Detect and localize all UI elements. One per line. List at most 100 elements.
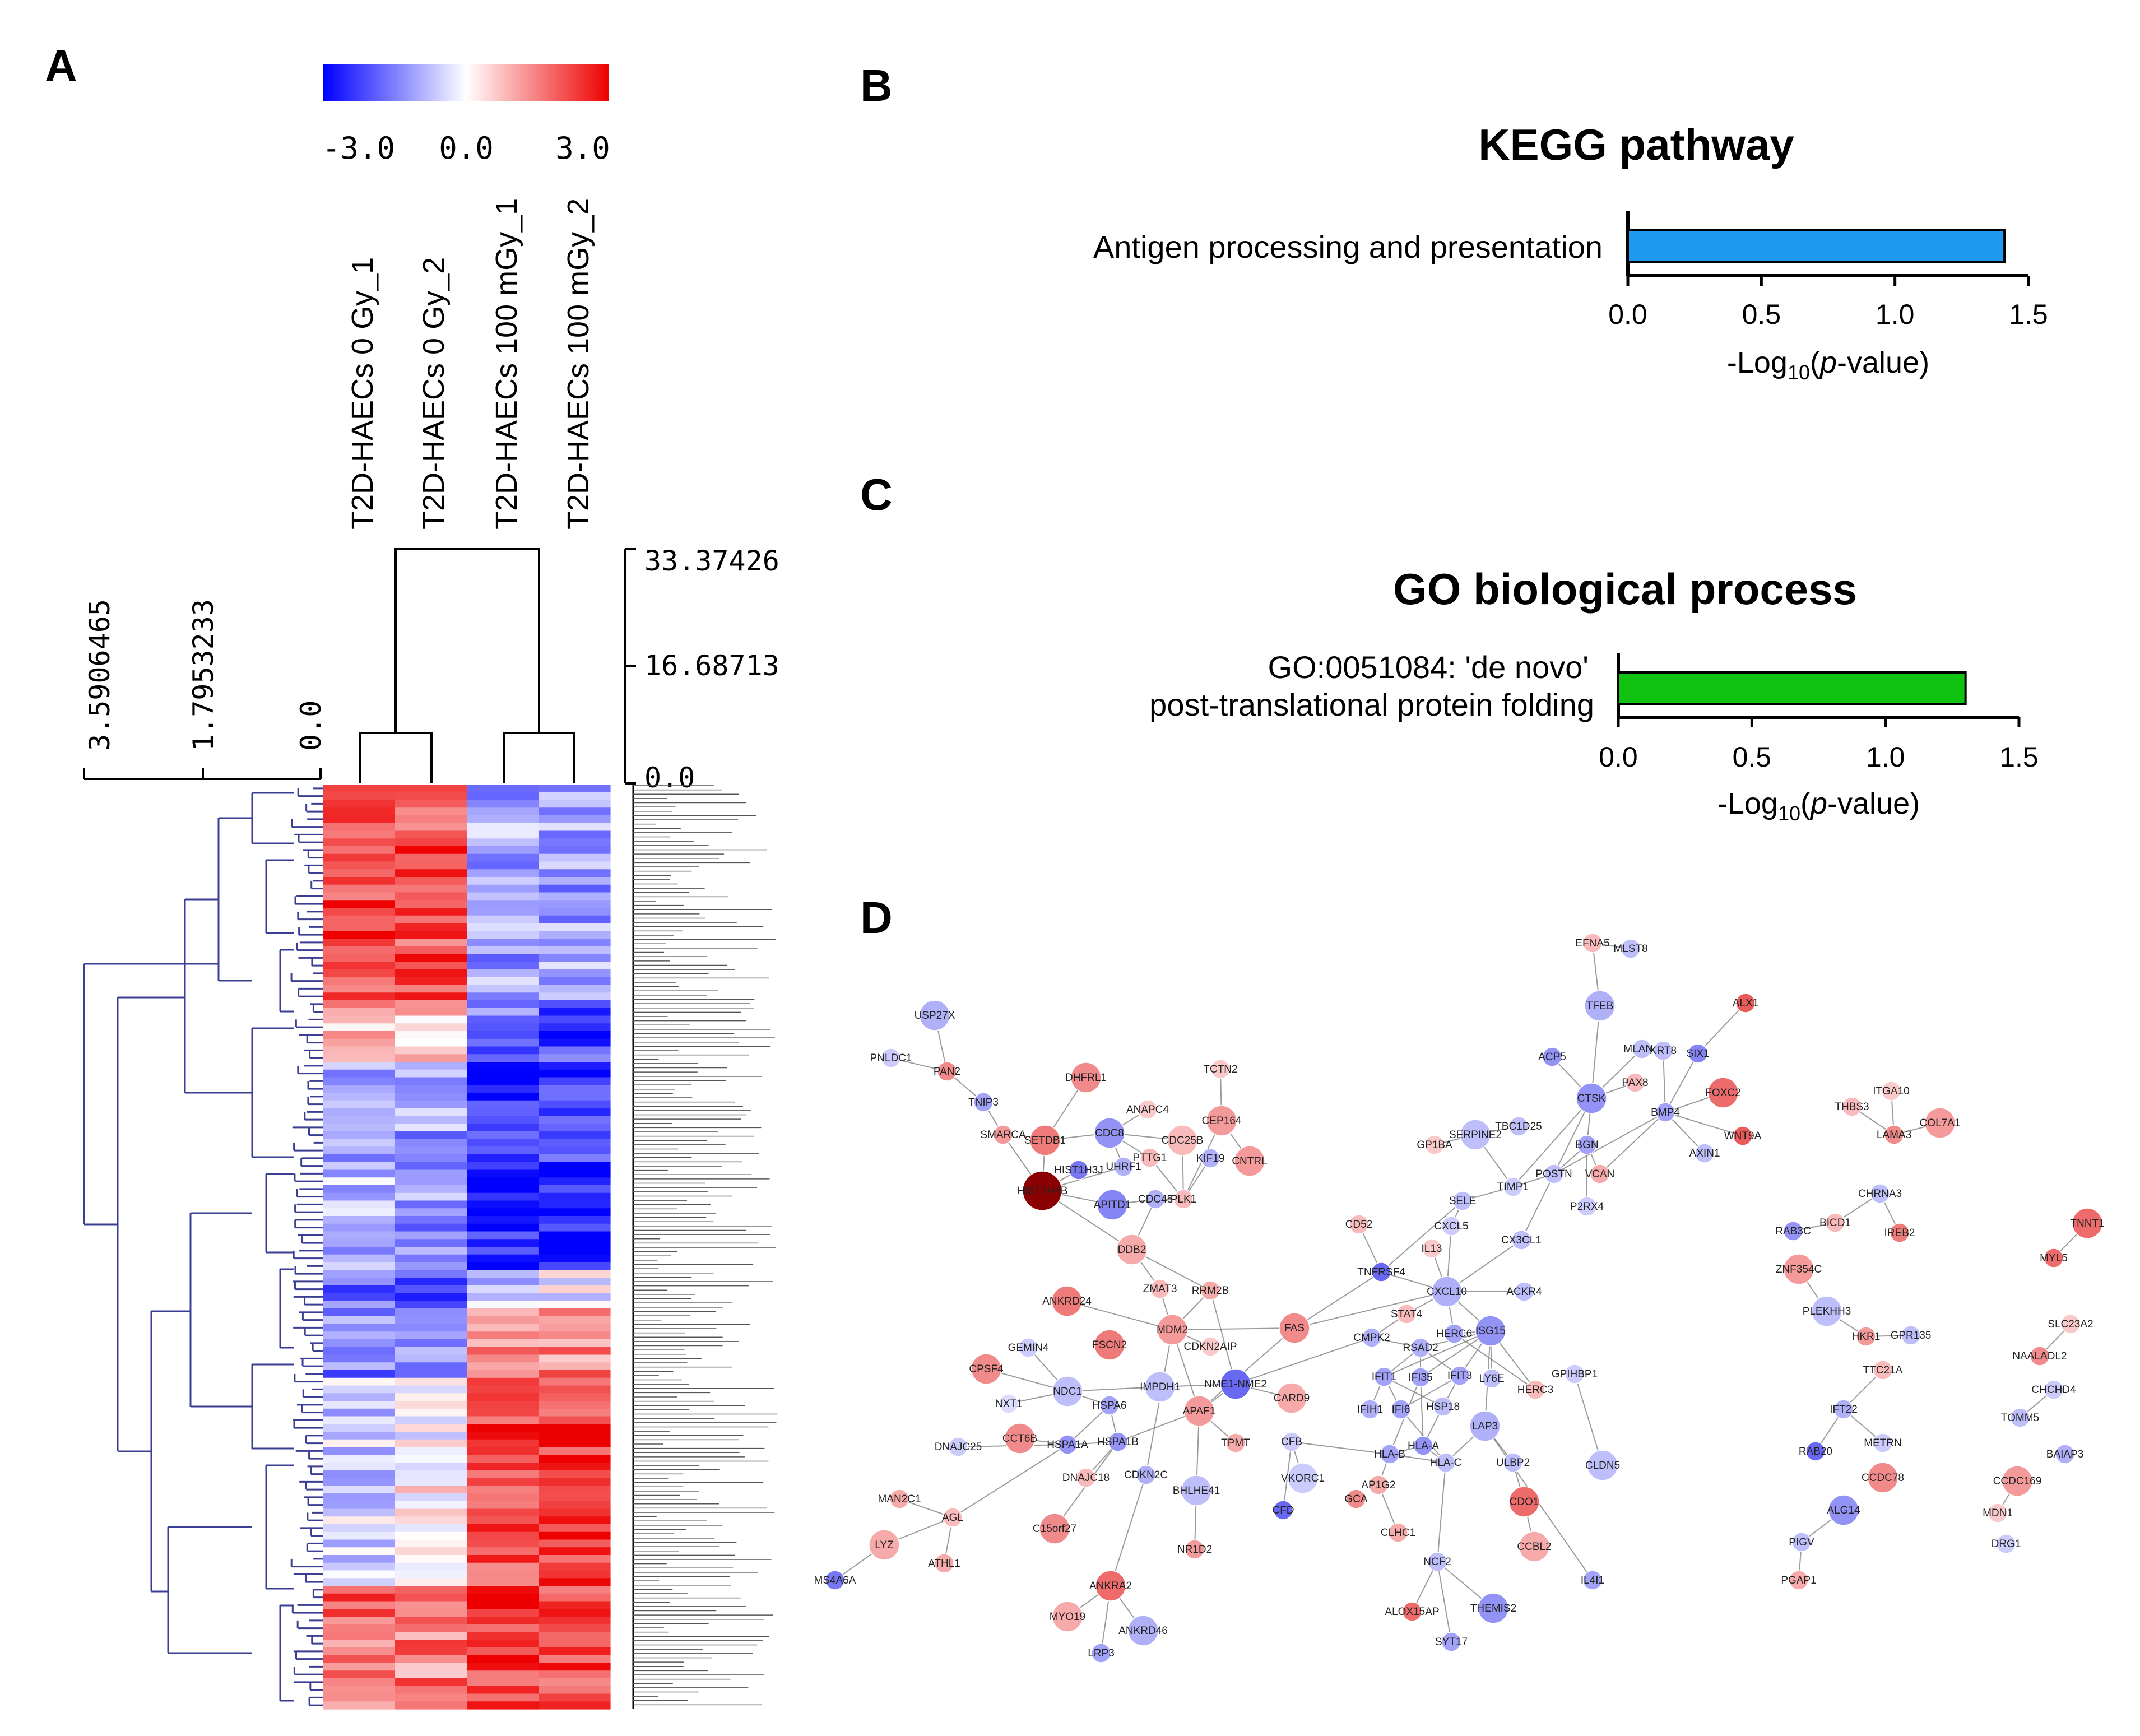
network-node-circle [1695, 1143, 1715, 1163]
heatmap-cell [467, 815, 539, 824]
heatmap-cell [395, 1539, 467, 1548]
network-node-label: IFIT1 [1372, 1371, 1396, 1383]
network-node: ISG15 [1475, 1315, 1506, 1347]
network-node: CHRNA3 [1858, 1183, 1902, 1204]
heatmap-cell [323, 1085, 396, 1093]
heatmap-cell [467, 830, 539, 839]
network-node-circle [1094, 1329, 1125, 1361]
heatmap-cell [395, 1223, 467, 1232]
heatmap-cell [539, 1000, 611, 1009]
network-node-circle [1052, 1601, 1083, 1632]
network-edge [1210, 1290, 1236, 1385]
go-category-label-line2: post-translational protein folding [1149, 687, 1594, 722]
heatmap-cell [323, 1262, 396, 1270]
heatmap-cell [539, 900, 611, 908]
network-node-label: CFD [1272, 1505, 1294, 1516]
heatmap-cell [323, 1478, 396, 1486]
heatmap-cell [323, 853, 396, 862]
network-node-label: CDO1 [1510, 1496, 1539, 1508]
heatmap-cell [539, 1154, 611, 1163]
heatmap-cell [539, 1678, 611, 1687]
heatmap-cell [539, 1647, 611, 1656]
heatmap-cell [467, 846, 539, 855]
network-node-label: PNLDC1 [870, 1052, 912, 1064]
network-node-circle [1029, 1125, 1061, 1156]
network-node-circle [1138, 1099, 1158, 1120]
heatmap-cell [395, 1347, 467, 1356]
heatmap-cell [467, 792, 539, 801]
network-node: AGL [942, 1507, 963, 1528]
network-node: CDKN2C [1124, 1465, 1168, 1485]
heatmap-cell [467, 1038, 539, 1047]
network-node-label: LAMA3 [1877, 1129, 1911, 1141]
network-node-circle [2010, 1408, 2030, 1428]
go-bar-chart: 0.0 0.5 1.0 1.5 -Log10(p-value) [1599, 653, 2039, 825]
network-node-circle [881, 1048, 901, 1068]
network-node-circle [1380, 1444, 1400, 1464]
heatmap-cell [395, 1262, 467, 1270]
network-node-label: FOXC2 [1705, 1087, 1740, 1099]
network-node: THEMIS2 [1470, 1593, 1516, 1624]
network-node-circle [1039, 1513, 1070, 1544]
network-node: TPMT [1221, 1433, 1250, 1453]
heatmap-cell [395, 1424, 467, 1432]
heatmap-cell [395, 908, 467, 916]
heatmap-cell [395, 1301, 467, 1309]
heatmap-cell [539, 1470, 611, 1479]
network-node: EFNA5 [1575, 933, 1610, 953]
network-node-label: SETDB1 [1024, 1135, 1066, 1146]
heatmap-cell [395, 838, 467, 847]
heatmap-cell [467, 1593, 539, 1602]
network-node: CD52 [1345, 1214, 1372, 1234]
heatmap-cell [395, 1069, 467, 1078]
panel-c: C GO biological process GO:0051084: 'de … [860, 470, 2039, 825]
column-label: T2D-HAECs 100 mGy_1 [490, 198, 523, 530]
heatmap-cell [539, 1393, 611, 1401]
heatmap-cell [539, 1162, 611, 1171]
network-node-label: BAIAP3 [2046, 1449, 2084, 1460]
network-node: CFD [1272, 1500, 1294, 1520]
network-node: CDC25B [1162, 1125, 1203, 1156]
heatmap-cell [467, 1162, 539, 1171]
heatmap-cell [539, 1463, 611, 1471]
heatmap-cell [539, 1054, 611, 1062]
heatmap-cell [467, 1354, 539, 1363]
heatmap-cell [467, 1008, 539, 1016]
heatmap-cell [539, 869, 611, 878]
heatmap-cell [395, 1324, 467, 1332]
heatmap-cell [323, 1208, 396, 1217]
network-node: ANKRD24 [1042, 1285, 1092, 1317]
network-node-label: CLHC1 [1381, 1527, 1415, 1539]
network-node: HLA-A [1408, 1436, 1439, 1456]
heatmap-cell [395, 1586, 467, 1594]
heatmap-cell [467, 977, 539, 986]
heatmap-cell [323, 1062, 396, 1070]
heatmap-cell [323, 1116, 396, 1124]
network-node: MYL5 [2040, 1248, 2068, 1268]
network-node-circle [1870, 1183, 1890, 1204]
network-node-label: DRG1 [1992, 1538, 2021, 1550]
heatmap-cell [323, 900, 396, 908]
heatmap-cell [323, 1686, 396, 1695]
heatmap-cell [539, 823, 611, 832]
network-node-label: BICD1 [1819, 1217, 1851, 1229]
network-node-label: ZMAT3 [1143, 1283, 1177, 1295]
network-edge [1697, 1002, 1746, 1054]
heatmap-cell [539, 838, 611, 847]
heatmap-cell [539, 1177, 611, 1186]
heatmap-cell [467, 1578, 539, 1586]
heatmap-cell [467, 1270, 539, 1278]
network-node-circle [1450, 1366, 1470, 1386]
network-node: BMP4 [1651, 1102, 1680, 1122]
heatmap-cell [323, 1000, 396, 1009]
network-node-label: SLC23A2 [2048, 1319, 2093, 1330]
network-node: CFB [1281, 1432, 1302, 1452]
heatmap-cell [323, 1655, 396, 1664]
network-node: ZNF354C [1776, 1254, 1822, 1285]
heatmap-cell [539, 1270, 611, 1278]
panel-d: D USP27X PNLDC1 PAN2 TNIP3 SMARCA DHFRL1 ANAPC… [814, 893, 2105, 1663]
heatmap-cell [395, 1362, 467, 1371]
network-node: PAX8 [1622, 1073, 1649, 1093]
heatmap-cell [467, 1570, 539, 1579]
heatmap-cell [467, 1401, 539, 1409]
